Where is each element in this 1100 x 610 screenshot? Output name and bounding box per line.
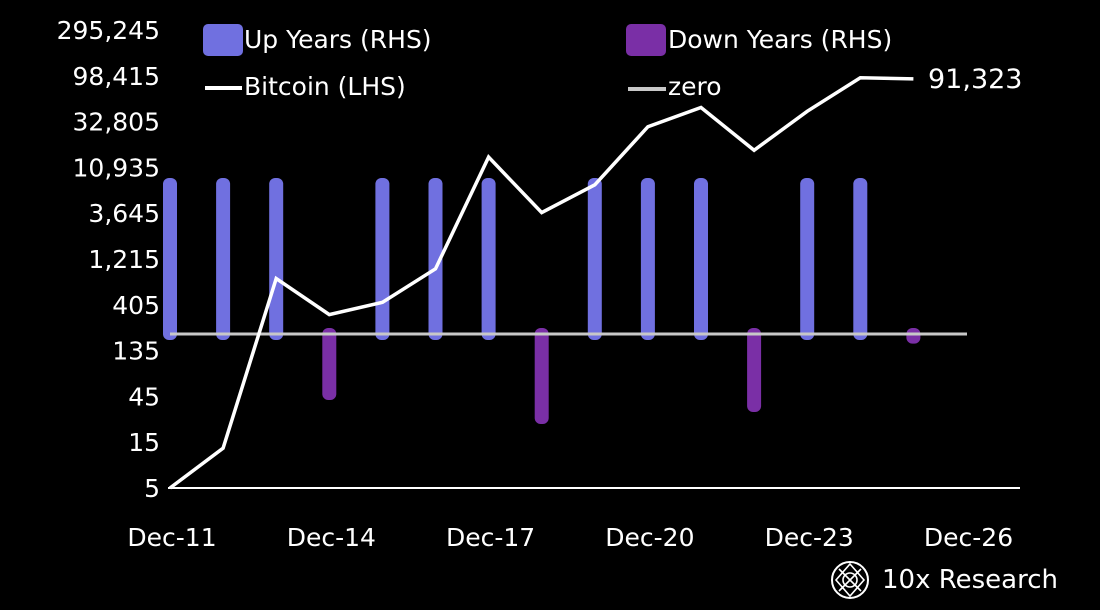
up-year-bar xyxy=(269,178,284,340)
up-year-bar xyxy=(216,178,231,340)
down-year-bar xyxy=(747,328,762,412)
up-year-bar xyxy=(694,178,708,340)
down-year-bar xyxy=(534,328,549,424)
x-tick-label: Dec-23 xyxy=(765,523,854,552)
up-year-bar xyxy=(587,178,602,340)
bitcoin-end-value-label: 91,323 xyxy=(928,64,1022,95)
y-tick-label: 1,215 xyxy=(88,245,160,274)
y-tick-label: 295,245 xyxy=(57,16,160,45)
x-axis-ticks: Dec-11 Dec-14 Dec-17 Dec-20 Dec-23 Dec-26 xyxy=(127,523,1013,552)
y-tick-label: 15 xyxy=(128,428,160,457)
x-tick-label: Dec-14 xyxy=(287,523,376,552)
up-year-bar xyxy=(163,178,177,340)
legend-up-label: Up Years (RHS) xyxy=(244,25,432,54)
up-year-bar xyxy=(481,178,496,340)
y-tick-label: 32,805 xyxy=(73,108,160,137)
y-tick-label: 45 xyxy=(128,382,160,411)
legend-btc-label: Bitcoin (LHS) xyxy=(244,72,406,101)
up-year-bar xyxy=(375,178,390,340)
bitcoin-price-line xyxy=(168,75,914,490)
y-tick-label: 3,645 xyxy=(88,199,160,228)
y-tick-label: 5 xyxy=(144,474,160,503)
y-tick-label: 405 xyxy=(112,291,160,320)
y-tick-label: 98,415 xyxy=(73,62,160,91)
down-year-bar xyxy=(322,328,337,400)
10x-research-logo-icon xyxy=(831,561,869,599)
legend-up-swatch xyxy=(203,24,243,56)
brand-watermark: 10x Research xyxy=(830,560,1058,600)
legend-down-label: Down Years (RHS) xyxy=(668,25,892,54)
up-year-bar xyxy=(428,178,443,340)
x-tick-label: Dec-17 xyxy=(446,523,535,552)
y-tick-label: 135 xyxy=(112,337,160,366)
legend-zero-label: zero xyxy=(668,72,722,101)
up-year-bar xyxy=(640,178,655,340)
y-tick-label: 10,935 xyxy=(73,153,160,182)
legend-down-swatch xyxy=(626,24,666,56)
brand-name: 10x Research xyxy=(882,565,1058,595)
up-year-bar xyxy=(853,178,868,340)
down-year-bar xyxy=(906,328,921,344)
x-tick-label: Dec-26 xyxy=(924,523,1013,552)
y-axis-ticks: 295,245 98,415 32,805 10,935 3,645 1,215 405 13… xyxy=(57,16,160,503)
up-year-bar xyxy=(800,178,815,340)
x-tick-label: Dec-11 xyxy=(127,523,216,552)
legend: Up Years (RHS) Down Years (RHS) Bitcoin … xyxy=(203,24,892,101)
x-tick-label: Dec-20 xyxy=(605,523,694,552)
